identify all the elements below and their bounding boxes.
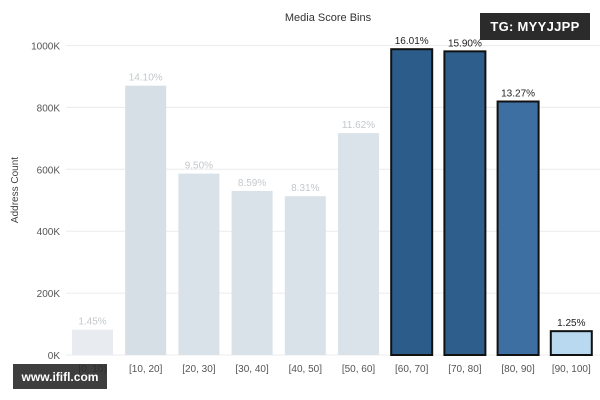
y-axis-label: Address Count [10,157,21,223]
bar [443,50,487,356]
y-tick-label: 600K [37,165,61,176]
y-tick-label: 200K [37,289,61,300]
site-watermark: www.ififl.com [13,364,107,389]
x-tick-label: [40, 50] [289,364,323,375]
bar [125,85,167,355]
chart-title: Media Score Bins [285,12,372,24]
x-tick-label: [20, 30] [182,364,216,375]
bar [284,196,326,355]
y-tick-label: 0K [48,351,61,362]
bar-value-label: 8.31% [291,183,319,194]
bar-value-label: 1.25% [557,318,585,329]
x-tick-label: [30, 40] [235,364,269,375]
x-tick-label: [10, 20] [129,364,163,375]
x-tick-label: [80, 90] [501,364,535,375]
y-tick-label: 400K [37,227,61,238]
x-tick-label: [60, 70] [395,364,429,375]
bar [338,133,379,355]
x-axis-ticks: [0, 10)[10, 20][20, 30][30, 40][40, 50][… [78,364,591,375]
bar-value-label: 11.62% [342,120,375,131]
bar-value-label: 14.10% [129,73,163,84]
bar [496,100,540,356]
x-tick-label: [70, 80] [448,364,482,375]
bar-value-label: 1.45% [78,317,106,328]
bar-value-label: 15.90% [448,38,482,49]
bar [231,190,273,355]
x-tick-label: [90, 100] [552,364,591,375]
y-tick-label: 800K [37,103,61,114]
y-tick-label: 1000K [31,41,60,52]
bar-value-labels: 1.45% 14.10% 9.50% 8.59% 8.31% 11.62% 16.01% 15… [78,36,585,329]
bars [72,48,593,356]
bar-value-label: 9.50% [185,161,213,172]
bar [178,173,220,355]
telegram-badge: TG: MYYJJPP [480,13,590,40]
bar [549,330,593,356]
y-axis-ticks: 0K 200K 400K 600K 800K 1000K [31,41,60,362]
bar-value-label: 16.01% [395,36,429,47]
x-tick-label: [50, 60] [342,364,376,375]
bar [390,48,434,356]
bar-value-label: 13.27% [501,89,535,100]
bar [72,329,113,355]
bar-value-label: 8.59% [238,178,266,189]
